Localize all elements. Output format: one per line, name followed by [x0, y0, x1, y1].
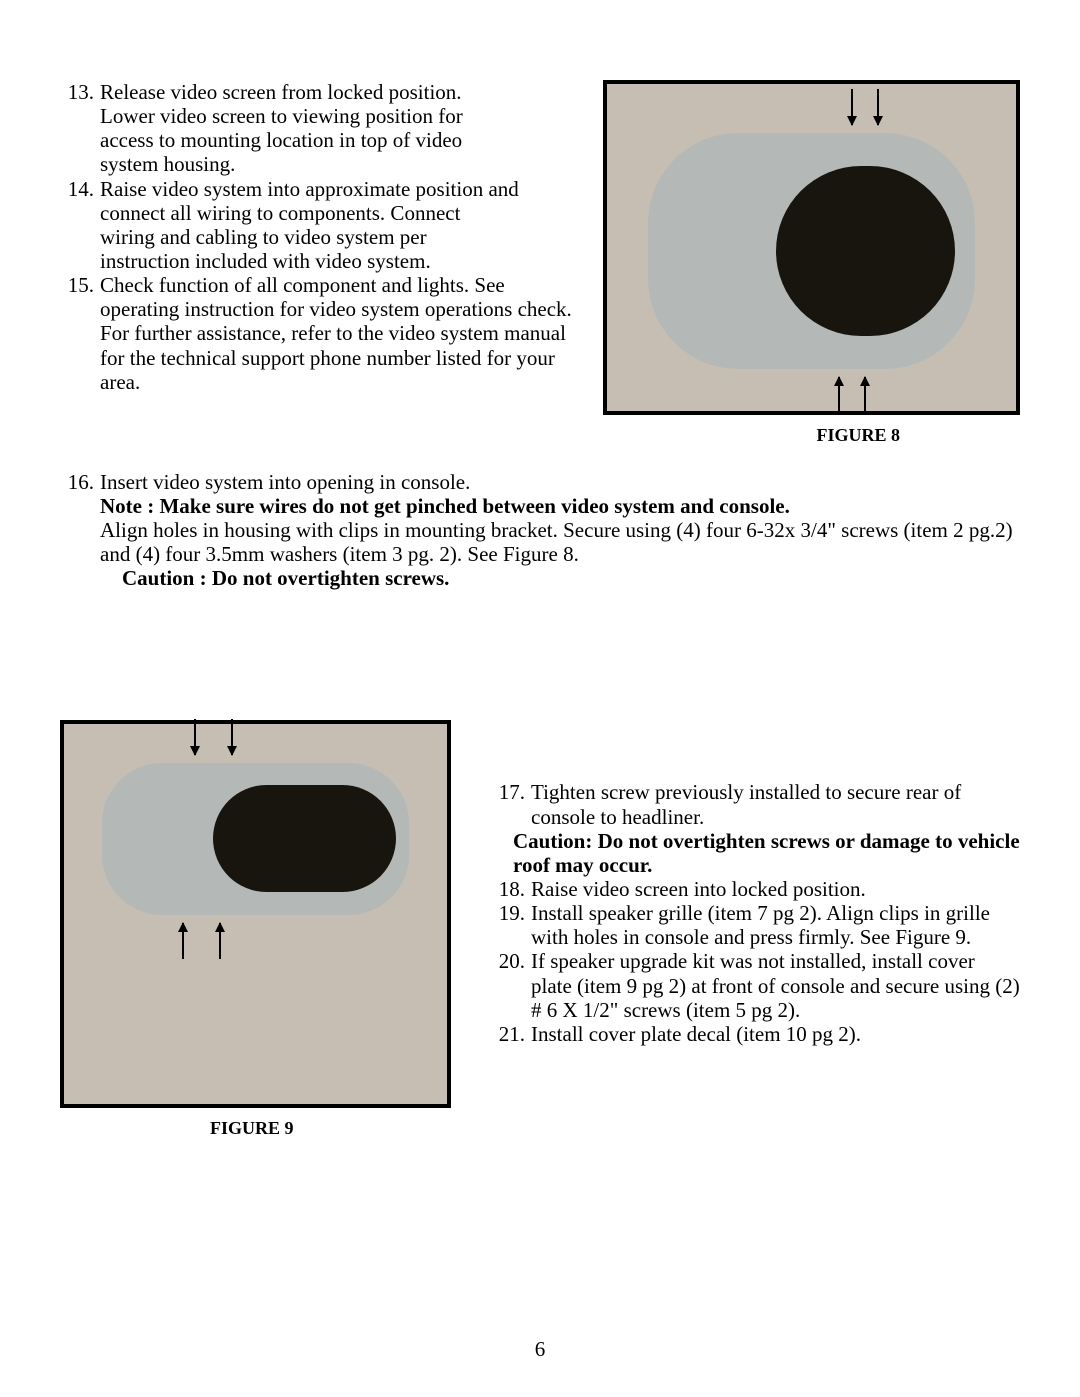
step-16-body: Insert video system into opening in cons…	[100, 470, 1020, 567]
step-21: 21. Install cover plate decal (item 10 p…	[491, 1022, 1020, 1046]
step-16: 16. Insert video system into opening in …	[60, 470, 1020, 567]
step-20-text: If speaker upgrade kit was not installed…	[531, 949, 1020, 1021]
step-18: 18. Raise video screen into locked posit…	[491, 877, 1020, 901]
bottom-row: FIGURE 9 17. Tighten screw previously in…	[60, 720, 1020, 1139]
step-17-number: 17.	[491, 780, 531, 828]
step-16-block: 16. Insert video system into opening in …	[60, 470, 1020, 591]
figure-9-illustration	[102, 763, 408, 915]
step-16-note: Note : Make sure wires do not get pinche…	[100, 494, 790, 518]
figure-9-image	[60, 720, 451, 1108]
section-gap	[60, 590, 1020, 720]
figure-8-illustration	[648, 133, 975, 368]
step-15-text: Check function of all component and ligh…	[100, 273, 583, 394]
top-row: 13. Release video screen from locked pos…	[60, 80, 1020, 446]
step-19-number: 19.	[491, 901, 531, 949]
step-14-number: 14.	[60, 177, 100, 274]
step-19: 19. Install speaker grille (item 7 pg 2)…	[491, 901, 1020, 949]
step-17-caution: Caution: Do not overtighten screws or da…	[491, 829, 1020, 877]
figure-9-caption: FIGURE 9	[60, 1118, 451, 1139]
step-20-number: 20.	[491, 949, 531, 1021]
step-21-text: Install cover plate decal (item 10 pg 2)…	[531, 1022, 1020, 1046]
step-18-text: Raise video screen into locked position.	[531, 877, 1020, 901]
step-13: 13. Release video screen from locked pos…	[60, 80, 583, 177]
step-16-line2: Align holes in housing with clips in mou…	[100, 518, 1013, 566]
step-17-text: Tighten screw previously installed to se…	[531, 780, 961, 828]
figure-8-image	[603, 80, 1020, 415]
page: 13. Release video screen from locked pos…	[0, 0, 1080, 1397]
step-21-number: 21.	[491, 1022, 531, 1046]
steps-13-15: 13. Release video screen from locked pos…	[60, 80, 583, 394]
step-18-number: 18.	[491, 877, 531, 901]
step-14: 14. Raise video system into approximate …	[60, 177, 583, 274]
step-17: 17. Tighten screw previously installed t…	[491, 780, 1020, 828]
step-16-line1: Insert video system into opening in cons…	[100, 470, 470, 494]
steps-17-21: 17. Tighten screw previously installed t…	[491, 720, 1020, 1046]
caution-overtighten: Caution : Do not overtighten screws.	[60, 566, 1020, 590]
page-number: 6	[0, 1337, 1080, 1361]
step-14-text: Raise video system into approximate posi…	[100, 177, 520, 274]
step-13-text: Release video screen from locked positio…	[100, 80, 500, 177]
step-19-text: Install speaker grille (item 7 pg 2). Al…	[531, 901, 1020, 949]
step-15: 15. Check function of all component and …	[60, 273, 583, 394]
step-13-number: 13.	[60, 80, 100, 177]
step-17-body: Tighten screw previously installed to se…	[531, 780, 1020, 828]
figure-8-caption: FIGURE 8	[583, 425, 1020, 446]
figure-9-column: FIGURE 9	[60, 720, 451, 1139]
step-20: 20. If speaker upgrade kit was not insta…	[491, 949, 1020, 1021]
step-15-number: 15.	[60, 273, 100, 394]
step-16-number: 16.	[60, 470, 100, 567]
figure-8-column: FIGURE 8	[583, 80, 1020, 446]
